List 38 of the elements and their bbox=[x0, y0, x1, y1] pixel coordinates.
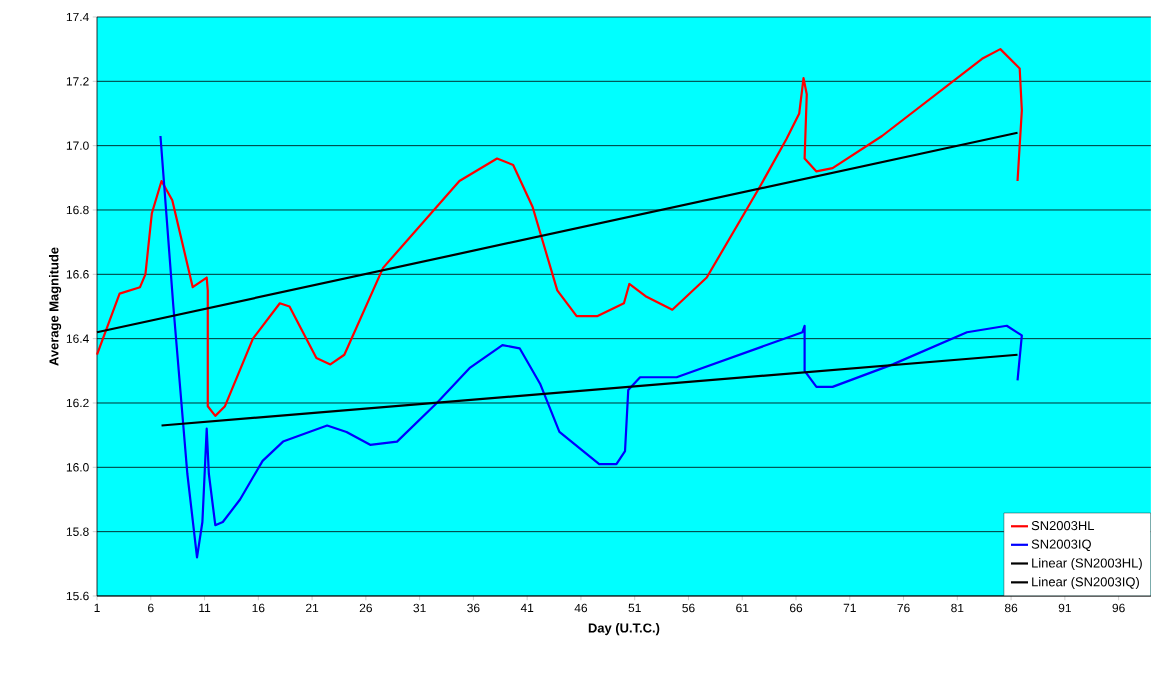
x-axis-title: Day (U.T.C.) bbox=[588, 623, 660, 636]
legend-label: Linear (SN2003IQ) bbox=[1032, 576, 1139, 589]
legend-label: SN2003IQ bbox=[1031, 539, 1091, 552]
line-series bbox=[159, 134, 1023, 559]
y-tick-label: 15.8 bbox=[66, 527, 89, 536]
legend-label: Linear (SN2003HL) bbox=[1032, 558, 1142, 571]
x-tick-label: 21 bbox=[306, 603, 319, 613]
x-tick-label: 96 bbox=[1112, 603, 1125, 613]
y-tick-label: 17.0 bbox=[66, 141, 89, 150]
x-tick-label: 11 bbox=[199, 603, 211, 612]
y-tick-label: 17.2 bbox=[66, 77, 89, 86]
x-tick-label: 1 bbox=[94, 603, 100, 612]
y-tick-label: 16.0 bbox=[66, 463, 89, 472]
x-tick-label: 41 bbox=[520, 603, 534, 612]
x-tick-label: 51 bbox=[628, 603, 641, 613]
x-tick-label: 86 bbox=[1004, 603, 1018, 613]
x-tick-label: 36 bbox=[467, 603, 480, 613]
x-tick-label: 26 bbox=[359, 603, 372, 613]
x-tick-label: 81 bbox=[951, 603, 964, 613]
y-tick-label: 17.4 bbox=[66, 12, 89, 22]
x-tick-label: 71 bbox=[843, 603, 856, 612]
legend-label: SN2003HL bbox=[1031, 521, 1095, 531]
x-tick-label: 76 bbox=[897, 603, 910, 613]
x-tick-label: 61 bbox=[736, 603, 749, 613]
x-tick-label: 56 bbox=[682, 603, 695, 613]
x-tick-label: 46 bbox=[574, 603, 588, 613]
x-tick-label: 66 bbox=[789, 603, 803, 613]
line-series bbox=[95, 48, 1023, 417]
y-tick-label: 16.2 bbox=[66, 398, 89, 408]
x-tick-label: 6 bbox=[148, 603, 154, 613]
y-tick-label: 16.6 bbox=[66, 270, 89, 279]
x-tick-label: 31 bbox=[413, 603, 426, 613]
y-tick-label: 16.8 bbox=[66, 205, 89, 215]
y-tick-label: 16.4 bbox=[66, 334, 89, 343]
x-tick-label: 16 bbox=[252, 603, 265, 613]
y-axis-title: Average Magnitude bbox=[48, 247, 62, 366]
y-tick-label: 15.6 bbox=[66, 591, 89, 601]
x-tick-label: 91 bbox=[1058, 603, 1071, 613]
